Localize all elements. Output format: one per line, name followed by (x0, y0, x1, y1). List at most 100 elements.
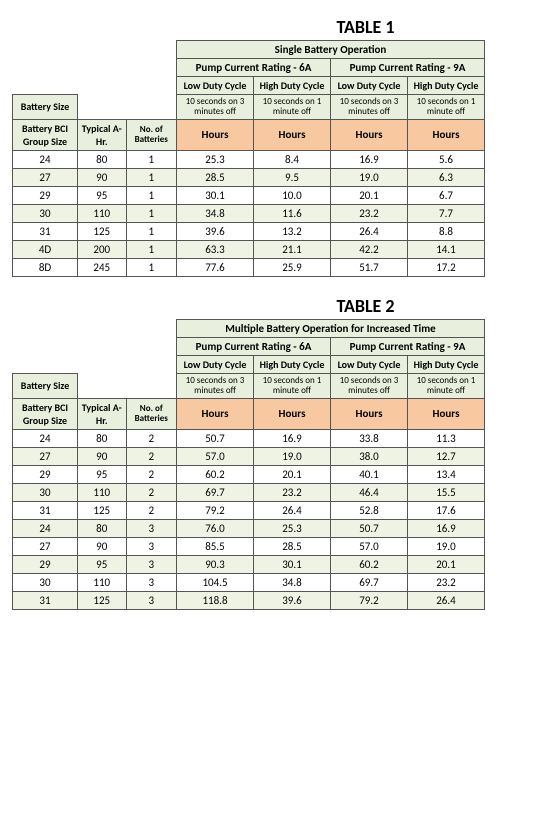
cell: 3 (126, 519, 177, 537)
cell: 110 (78, 483, 127, 501)
cell: 20.1 (331, 186, 408, 204)
cell: 23.2 (408, 573, 485, 591)
cell: 3 (126, 591, 177, 609)
cell: 95 (78, 186, 127, 204)
cell: 2 (126, 501, 177, 519)
cell: 26.4 (254, 501, 331, 519)
cell: 110 (78, 573, 127, 591)
cell: 1 (126, 222, 177, 240)
t2-high1: High Duty Cycle (254, 355, 331, 373)
cell: 30 (13, 573, 78, 591)
cell: 34.8 (177, 204, 254, 222)
t2-h2: Hours (254, 398, 331, 429)
cell: 27 (13, 168, 78, 186)
table-row: 2995260.220.140.113.4 (13, 465, 485, 483)
cell: 31 (13, 591, 78, 609)
t2-nb: No. of Batteries (126, 398, 177, 429)
table2-title: TABLE 2 (12, 295, 539, 317)
cell: 2 (126, 465, 177, 483)
table-row: 2480125.38.416.95.6 (13, 150, 485, 168)
cell: 2 (126, 483, 177, 501)
t1-low2: Low Duty Cycle (331, 77, 408, 95)
cell: 8D (13, 258, 78, 276)
cell: 13.4 (408, 465, 485, 483)
cell: 8.4 (254, 150, 331, 168)
table-row: 2790128.59.519.06.3 (13, 168, 485, 186)
t2-h3: Hours (331, 398, 408, 429)
cell: 17.6 (408, 501, 485, 519)
cell: 17.2 (408, 258, 485, 276)
t2-low1: Low Duty Cycle (177, 355, 254, 373)
table1-title: TABLE 1 (12, 16, 539, 38)
cell: 125 (78, 501, 127, 519)
t1-h4: Hours (408, 119, 485, 150)
cell: 19.0 (408, 537, 485, 555)
cell: 12.7 (408, 447, 485, 465)
t2-high2: High Duty Cycle (408, 355, 485, 373)
table-row: 2790257.019.038.012.7 (13, 447, 485, 465)
cell: 79.2 (177, 501, 254, 519)
cell: 24 (13, 519, 78, 537)
cell: 1 (126, 240, 177, 258)
cell: 28.5 (177, 168, 254, 186)
t2-low2: Low Duty Cycle (331, 355, 408, 373)
cell: 9.5 (254, 168, 331, 186)
cell: 21.1 (254, 240, 331, 258)
cell: 90 (78, 168, 127, 186)
cell: 19.0 (331, 168, 408, 186)
t2-h4: Hours (408, 398, 485, 429)
cell: 25.3 (177, 150, 254, 168)
cell: 6.7 (408, 186, 485, 204)
cell: 31 (13, 501, 78, 519)
t2-bci: Battery BCI Group Size (13, 398, 78, 429)
cell: 19.0 (254, 447, 331, 465)
cell: 7.7 (408, 204, 485, 222)
cell: 11.6 (254, 204, 331, 222)
cell: 33.8 (331, 429, 408, 447)
t2-h1: Hours (177, 398, 254, 429)
cell: 34.8 (254, 573, 331, 591)
table-row: 31125279.226.452.817.6 (13, 501, 485, 519)
t2-d4: 10 seconds on 1 minute off (408, 373, 485, 398)
cell: 245 (78, 258, 127, 276)
cell: 42.2 (331, 240, 408, 258)
cell: 39.6 (177, 222, 254, 240)
cell: 29 (13, 465, 78, 483)
cell: 77.6 (177, 258, 254, 276)
cell: 200 (78, 240, 127, 258)
cell: 40.1 (331, 465, 408, 483)
table-row: 2480376.025.350.716.9 (13, 519, 485, 537)
t2-typ: Typical A-Hr. (78, 398, 127, 429)
cell: 10.0 (254, 186, 331, 204)
table-row: 8D245177.625.951.717.2 (13, 258, 485, 276)
cell: 125 (78, 222, 127, 240)
cell: 30.1 (254, 555, 331, 573)
cell: 3 (126, 537, 177, 555)
cell: 118.8 (177, 591, 254, 609)
cell: 90 (78, 537, 127, 555)
cell: 50.7 (177, 429, 254, 447)
t1-pump9a: Pump Current Rating - 9A (331, 59, 485, 77)
cell: 27 (13, 537, 78, 555)
cell: 16.9 (408, 519, 485, 537)
t1-bci: Battery BCI Group Size (13, 119, 78, 150)
t2-main-header: Multiple Battery Operation for Increased… (177, 319, 485, 337)
cell: 24 (13, 150, 78, 168)
cell: 52.8 (331, 501, 408, 519)
table1: Single Battery Operation Pump Current Ra… (12, 40, 485, 277)
cell: 95 (78, 465, 127, 483)
cell: 38.0 (331, 447, 408, 465)
cell: 2 (126, 447, 177, 465)
cell: 30.1 (177, 186, 254, 204)
table-row: 311253118.839.679.226.4 (13, 591, 485, 609)
t1-h1: Hours (177, 119, 254, 150)
cell: 80 (78, 150, 127, 168)
cell: 80 (78, 519, 127, 537)
t1-high2: High Duty Cycle (408, 77, 485, 95)
cell: 15.5 (408, 483, 485, 501)
table-row: 30110269.723.246.415.5 (13, 483, 485, 501)
table-row: 2480250.716.933.811.3 (13, 429, 485, 447)
cell: 79.2 (331, 591, 408, 609)
table-row: 2995390.330.160.220.1 (13, 555, 485, 573)
cell: 90 (78, 447, 127, 465)
